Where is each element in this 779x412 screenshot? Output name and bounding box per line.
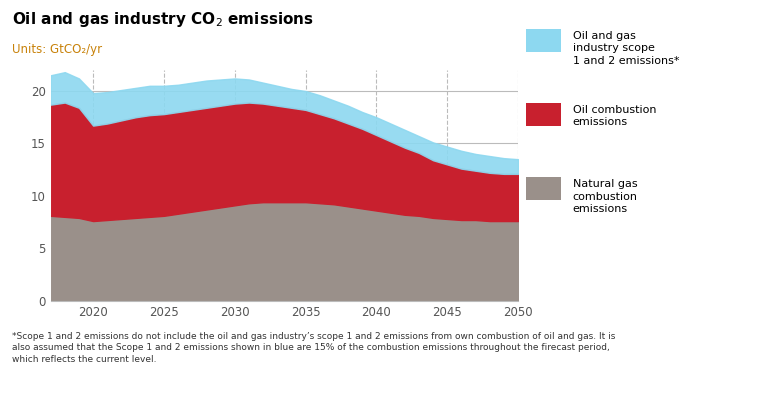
Text: Oil and gas industry CO$_2$ emissions: Oil and gas industry CO$_2$ emissions (12, 10, 314, 29)
Text: Units: GtCO₂/yr: Units: GtCO₂/yr (12, 43, 102, 56)
Text: *Scope 1 and 2 emissions do not include the oil and gas industry’s scope 1 and 2: *Scope 1 and 2 emissions do not include … (12, 332, 615, 364)
Text: Oil combustion
emissions: Oil combustion emissions (573, 105, 656, 127)
Text: Natural gas
combustion
emissions: Natural gas combustion emissions (573, 179, 637, 214)
Text: Oil and gas
industry scope
1 and 2 emissions*: Oil and gas industry scope 1 and 2 emiss… (573, 31, 679, 66)
